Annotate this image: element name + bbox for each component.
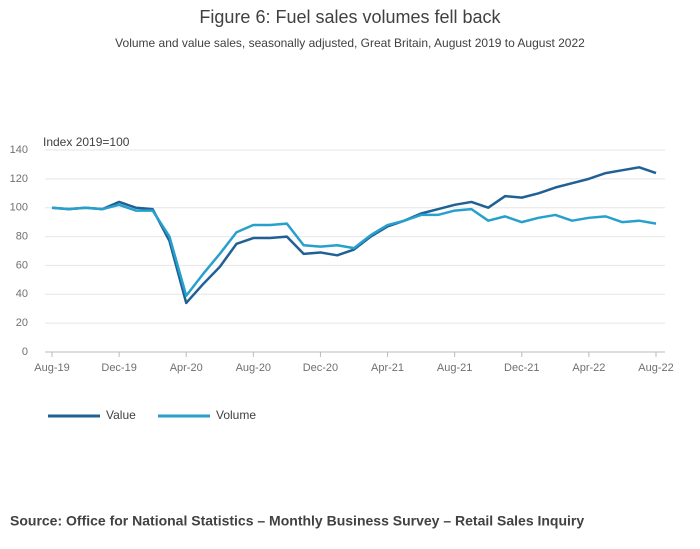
- legend-label: Volume: [216, 408, 256, 422]
- source: Source: Office for National Statistics –…: [10, 513, 584, 529]
- x-tick-label: Aug-21: [437, 362, 472, 374]
- y-axis-label: Index 2019=100: [43, 135, 130, 149]
- y-tick-label: 80: [16, 230, 28, 242]
- y-tick-label: 40: [16, 288, 28, 300]
- x-tick-label: Aug-19: [34, 362, 69, 374]
- y-tick-label: 120: [10, 173, 28, 185]
- x-tick-label: Dec-20: [303, 362, 338, 374]
- legend-label: Value: [106, 408, 136, 422]
- line-series: [51, 203, 657, 297]
- y-tick-label: 0: [22, 346, 28, 358]
- x-tick-label: Dec-21: [504, 362, 539, 374]
- x-tick-label: Dec-19: [101, 362, 136, 374]
- chart-subtitle: Volume and value sales, seasonally adjus…: [115, 36, 585, 50]
- x-tick-label: Aug-22: [638, 362, 673, 374]
- y-tick-label: 60: [16, 259, 28, 271]
- y-tick-label: 140: [10, 144, 28, 156]
- chart-title: Figure 6: Fuel sales volumes fell back: [199, 7, 501, 27]
- y-tick-label: 100: [10, 202, 28, 214]
- x-tick-label: Aug-20: [236, 362, 271, 374]
- y-tick-label: 20: [16, 317, 28, 329]
- x-tick-label: Apr-21: [371, 362, 404, 374]
- x-tick-label: Apr-22: [572, 362, 605, 374]
- x-tick-label: Apr-20: [170, 362, 203, 374]
- line-series: [51, 166, 657, 305]
